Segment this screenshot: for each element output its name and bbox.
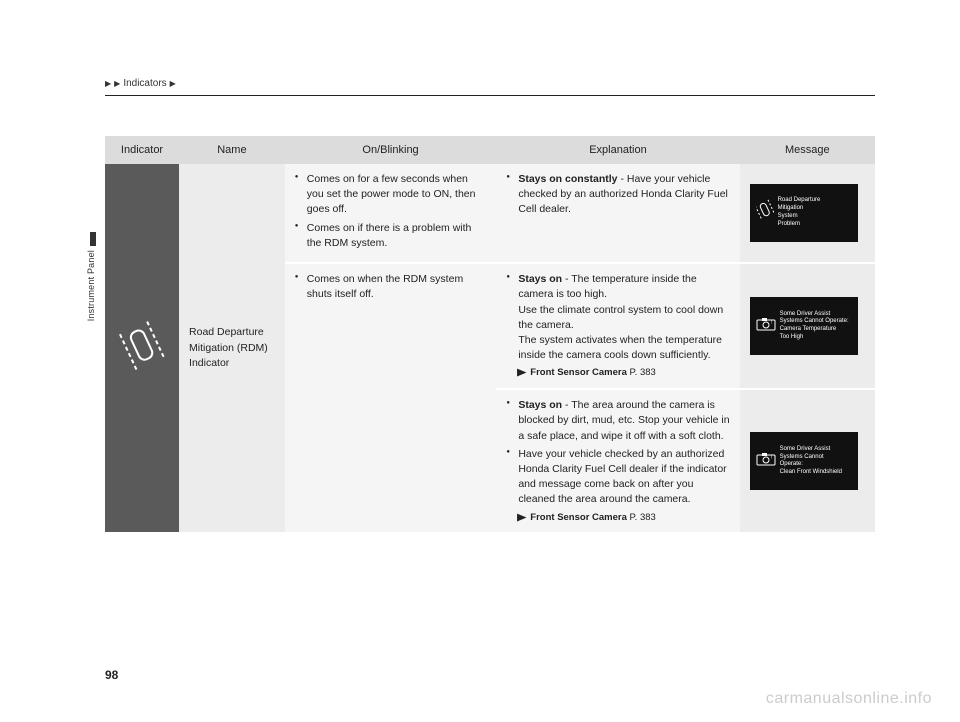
table-row: Road Departure Mitigation (RDM) Indicato… bbox=[105, 164, 875, 263]
explain-cell: Stays on constantly - Have your vehicle … bbox=[496, 164, 739, 263]
explain-rest: Have your vehicle checked by an authoriz… bbox=[518, 448, 726, 506]
explain-cell: Stays on - The area around the camera is… bbox=[496, 389, 739, 532]
tab-marker bbox=[90, 232, 96, 246]
message-display: Road DepartureMitigationSystemProblem bbox=[750, 184, 858, 242]
ref-page: P. 383 bbox=[630, 512, 656, 523]
explain-extra: Use the climate control system to cool d… bbox=[518, 303, 729, 333]
indicator-icon-cell bbox=[105, 164, 179, 532]
ref-arrow-icon: ▶ bbox=[518, 366, 527, 380]
message-text: Some Driver AssistSystems CannotOperate:… bbox=[780, 446, 842, 477]
breadcrumb-arrow-icon: ▶ bbox=[114, 79, 120, 88]
chapter-tab: Instrument Panel bbox=[86, 232, 100, 352]
message-display: ! Some Driver AssistSystems Cannot Opera… bbox=[750, 297, 858, 355]
explain-item: Stays on - The temperature inside the ca… bbox=[506, 272, 729, 363]
ref-arrow-icon: ▶ bbox=[518, 511, 527, 525]
onblink-item: Comes on if there is a problem with the … bbox=[295, 221, 487, 251]
indicators-table: Indicator Name On/Blinking Explanation M… bbox=[105, 136, 875, 532]
onblink-item: Comes on when the RDM system shuts itsel… bbox=[295, 272, 487, 302]
onblink-item: Comes on for a few seconds when you set … bbox=[295, 172, 487, 218]
explain-item: Stays on - The area around the camera is… bbox=[506, 398, 729, 444]
table-header-row: Indicator Name On/Blinking Explanation M… bbox=[105, 136, 875, 164]
watermark: carmanualsonline.info bbox=[766, 690, 932, 708]
ref-label: Front Sensor Camera bbox=[530, 512, 627, 523]
cross-reference: ▶ Front Sensor Camera P. 383 bbox=[506, 511, 729, 525]
message-cell: ! Some Driver AssistSystems CannotOperat… bbox=[740, 389, 875, 532]
breadcrumb-arrow-icon: ▶ bbox=[105, 79, 111, 88]
breadcrumb: ▶ ▶ Indicators ▶ bbox=[105, 78, 875, 89]
onblink-cell: Comes on for a few seconds when you set … bbox=[285, 164, 497, 263]
breadcrumb-arrow-icon: ▶ bbox=[170, 79, 176, 88]
tab-label: Instrument Panel bbox=[86, 250, 96, 321]
th-message: Message bbox=[740, 136, 875, 164]
message-cell: ! Some Driver AssistSystems Cannot Opera… bbox=[740, 263, 875, 389]
th-explain: Explanation bbox=[496, 136, 739, 164]
header-rule bbox=[105, 95, 875, 96]
th-indicator: Indicator bbox=[105, 136, 179, 164]
ref-label: Front Sensor Camera bbox=[530, 367, 627, 378]
explain-cell: Stays on - The temperature inside the ca… bbox=[496, 263, 739, 389]
page-content: ▶ ▶ Indicators ▶ Indicator Name On/Blink… bbox=[105, 78, 875, 532]
explain-lead: Stays on constantly bbox=[518, 173, 617, 185]
explain-item: Stays on constantly - Have your vehicle … bbox=[506, 172, 729, 218]
page-number: 98 bbox=[105, 668, 118, 682]
message-text: Some Driver AssistSystems Cannot Operate… bbox=[780, 311, 849, 342]
onblink-cell: Comes on when the RDM system shuts itsel… bbox=[285, 263, 497, 532]
explain-lead: Stays on bbox=[518, 273, 562, 285]
message-text: Road DepartureMitigationSystemProblem bbox=[778, 197, 821, 228]
explain-lead: Stays on bbox=[518, 399, 562, 411]
message-display: ! Some Driver AssistSystems CannotOperat… bbox=[750, 432, 858, 490]
explain-item: Have your vehicle checked by an authoriz… bbox=[506, 447, 729, 508]
camera-icon: ! bbox=[756, 452, 776, 471]
indicator-name-cell: Road Departure Mitigation (RDM) Indicato… bbox=[179, 164, 285, 532]
rdm-indicator-icon bbox=[117, 316, 167, 381]
svg-text:!: ! bbox=[771, 455, 772, 461]
explain-extra: The system activates when the temperatur… bbox=[518, 333, 729, 363]
ref-page: P. 383 bbox=[630, 367, 656, 378]
svg-text:!: ! bbox=[771, 320, 772, 326]
th-name: Name bbox=[179, 136, 285, 164]
cross-reference: ▶ Front Sensor Camera P. 383 bbox=[506, 366, 729, 380]
camera-icon: ! bbox=[756, 317, 776, 336]
rdm-small-icon bbox=[756, 199, 774, 226]
th-onblink: On/Blinking bbox=[285, 136, 497, 164]
breadcrumb-text: Indicators bbox=[123, 78, 166, 89]
message-cell: Road DepartureMitigationSystemProblem bbox=[740, 164, 875, 263]
